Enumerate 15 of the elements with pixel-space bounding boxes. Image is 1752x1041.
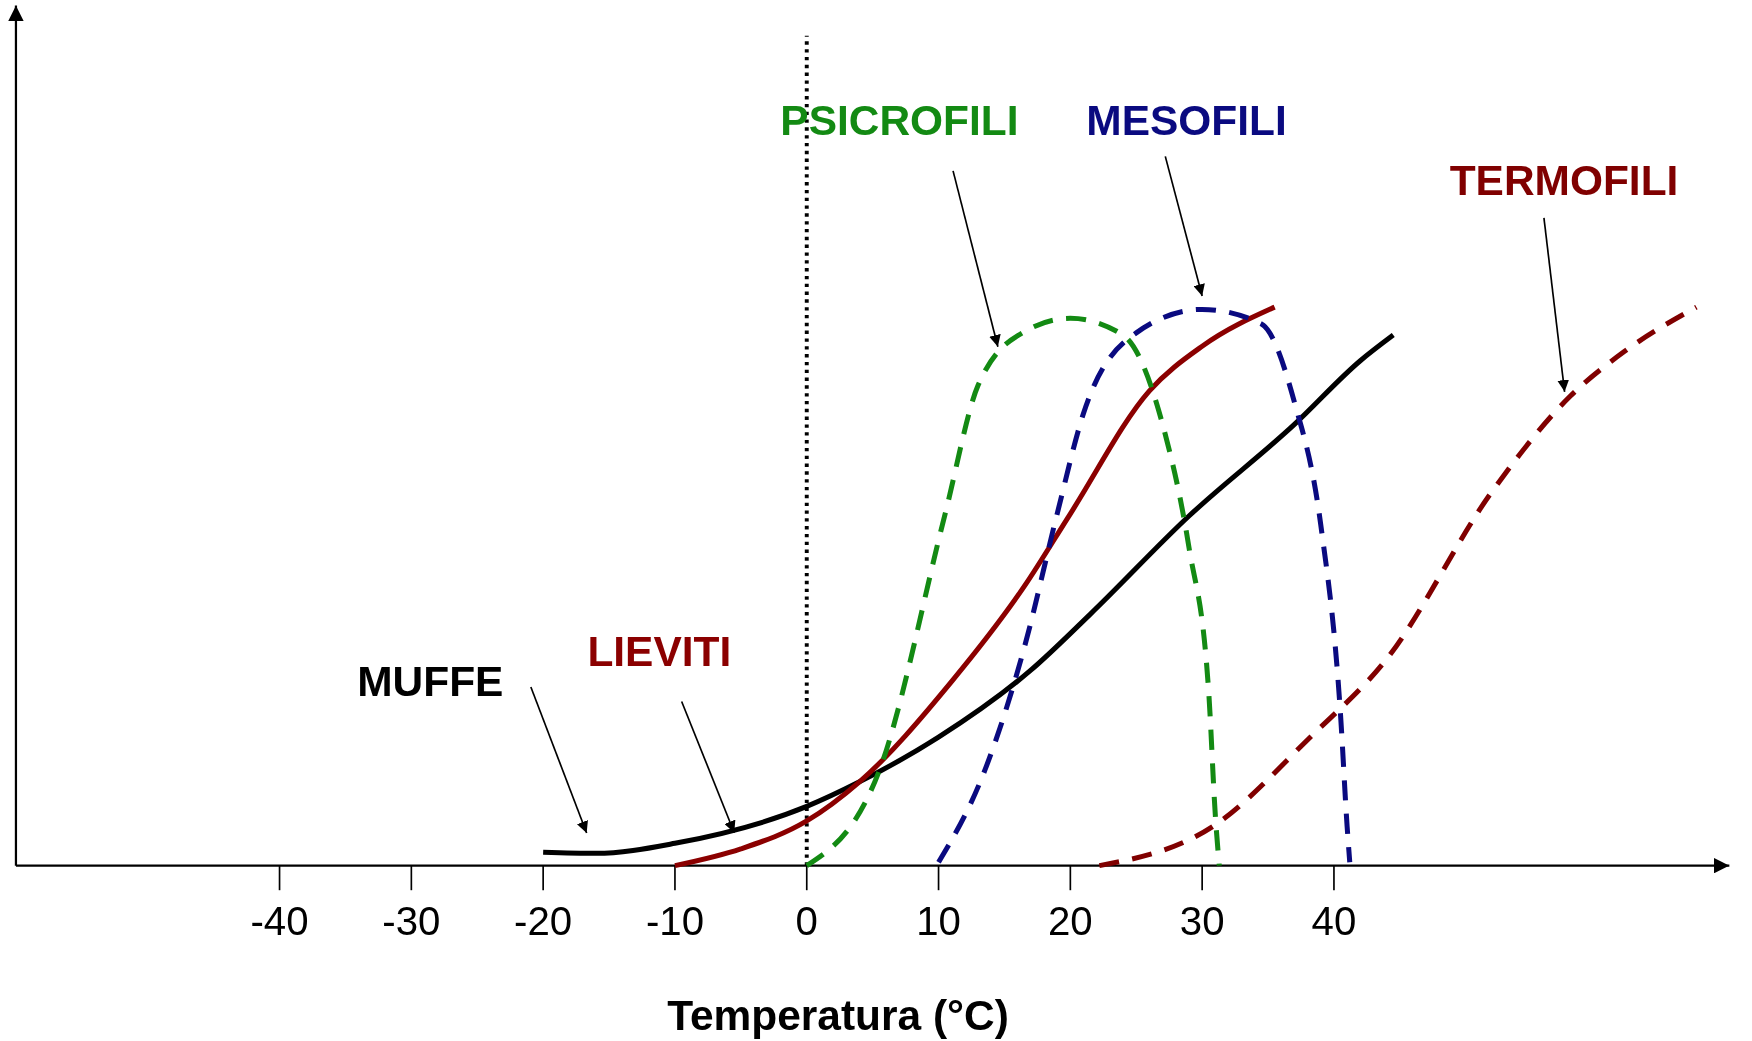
x-tick-label: 30 bbox=[1179, 898, 1225, 944]
text: MUFFE bbox=[357, 657, 504, 705]
x-tick-label: 20 bbox=[1047, 898, 1093, 944]
x-tick-label: 0 bbox=[795, 898, 818, 944]
text: MESOFILI bbox=[1086, 97, 1287, 145]
x-tick-label: -10 bbox=[645, 898, 704, 944]
x-tick-label: 10 bbox=[916, 898, 961, 944]
x-tick-label: -30 bbox=[382, 898, 441, 944]
x-tick-label: -20 bbox=[514, 898, 573, 944]
text: TERMOFILI bbox=[1449, 157, 1679, 205]
x-tick-label: 40 bbox=[1311, 898, 1357, 944]
text: LIEVITI bbox=[587, 627, 732, 675]
text: PSICROFILI bbox=[780, 97, 1019, 145]
x-tick-label: -40 bbox=[250, 898, 309, 944]
x-axis-title: Temperatura (°C) bbox=[667, 991, 1009, 1039]
